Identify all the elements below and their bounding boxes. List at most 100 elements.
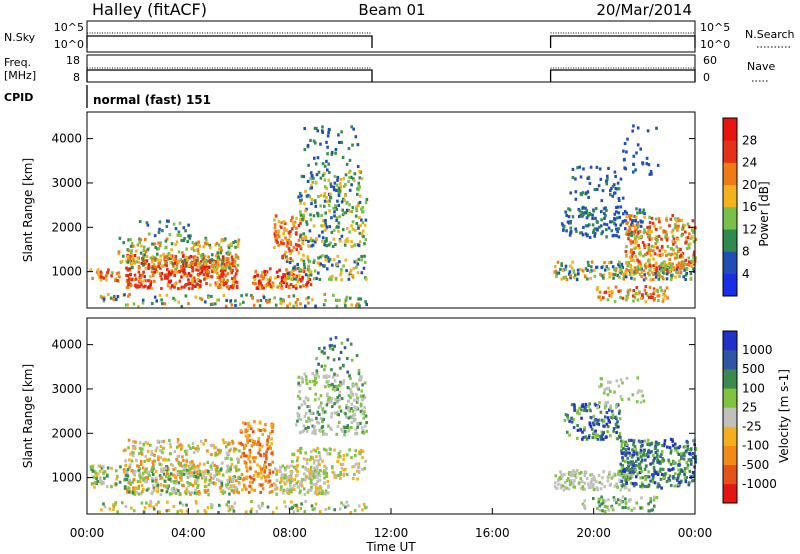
range-cell: [226, 479, 230, 483]
range-cell: [631, 460, 634, 464]
range-cell: [327, 277, 331, 281]
range-cell: [308, 277, 311, 281]
range-cell: [672, 467, 675, 471]
range-cell: [619, 462, 623, 466]
range-cell: [259, 468, 263, 472]
range-cell: [307, 416, 310, 420]
range-cell: [672, 475, 675, 479]
range-cell: [654, 451, 658, 455]
range-cell: [561, 484, 565, 488]
range-cell: [331, 470, 334, 474]
range-cell: [307, 425, 310, 429]
range-cell: [663, 472, 667, 476]
range-cell: [322, 303, 326, 307]
range-cell: [305, 194, 309, 198]
range-cell: [197, 240, 200, 244]
range-cell: [311, 469, 314, 473]
range-cell: [660, 245, 664, 249]
range-cell: [135, 490, 138, 494]
range-cell: [323, 243, 326, 247]
range-cell: [612, 496, 616, 500]
range-cell: [564, 413, 568, 417]
range-cell: [649, 248, 652, 252]
range-cell: [264, 423, 267, 427]
range-cell: [349, 395, 352, 399]
range-cell: [245, 475, 248, 479]
range-cell: [338, 398, 342, 402]
range-cell: [129, 463, 132, 467]
range-cell: [266, 277, 270, 281]
range-cell: [640, 275, 643, 279]
range-cell: [647, 296, 651, 300]
range-cell: [230, 504, 234, 508]
range-cell: [219, 246, 223, 250]
range-cell: [593, 268, 596, 272]
range-cell: [259, 453, 262, 457]
range-cell: [95, 474, 99, 478]
range-cell: [128, 257, 132, 261]
range-cell: [325, 403, 329, 407]
range-cell: [331, 274, 334, 278]
colorbar-label: 20: [742, 178, 757, 192]
range-cell: [609, 404, 613, 408]
range-cell: [656, 472, 660, 476]
range-cell: [332, 206, 335, 210]
range-cell: [136, 479, 140, 483]
range-cell: [667, 476, 671, 480]
range-cell: [300, 403, 304, 407]
range-cell: [232, 509, 236, 513]
range-cell: [328, 344, 332, 348]
range-cell: [246, 429, 249, 433]
range-cell: [281, 239, 284, 243]
range-cell: [276, 275, 280, 279]
range-cell: [336, 396, 339, 400]
range-cell: [565, 229, 568, 233]
range-cell: [303, 266, 306, 270]
range-cell: [277, 243, 280, 247]
range-cell: [639, 455, 643, 459]
range-cell: [347, 399, 350, 403]
range-cell: [587, 404, 590, 408]
range-cell: [129, 272, 132, 276]
range-cell: [339, 507, 342, 511]
range-cell: [665, 272, 669, 276]
range-cell: [168, 233, 172, 237]
range-cell: [616, 181, 620, 185]
range-cell: [343, 433, 346, 437]
range-cell: [622, 473, 626, 477]
range-cell: [105, 278, 108, 282]
range-cell: [231, 506, 235, 510]
range-cell: [680, 234, 683, 238]
range-cell: [185, 264, 188, 268]
range-cell: [596, 285, 599, 289]
range-cell: [652, 249, 655, 253]
range-cell: [303, 487, 306, 491]
range-cell: [279, 480, 282, 484]
range-cell: [296, 464, 299, 468]
range-cell: [566, 415, 569, 419]
range-cell: [197, 466, 200, 470]
range-cell: [665, 218, 668, 222]
range-cell: [582, 213, 585, 217]
range-cell: [595, 265, 598, 269]
range-cell: [233, 275, 237, 279]
range-cell: [692, 231, 695, 235]
range-cell: [339, 409, 343, 413]
range-cell: [682, 457, 686, 461]
range-cell: [307, 269, 311, 273]
range-cell: [154, 257, 158, 261]
range-cell: [600, 199, 604, 203]
range-cell: [210, 275, 214, 279]
range-cell: [606, 393, 610, 397]
range-cell: [205, 242, 209, 246]
range-cell: [257, 440, 260, 444]
range-cell: [235, 280, 239, 284]
range-cell: [607, 380, 610, 384]
range-cell: [615, 425, 618, 429]
range-cell: [271, 423, 275, 427]
range-cell: [632, 231, 636, 235]
range-cell: [315, 465, 319, 469]
range-cell: [355, 265, 358, 269]
range-cell: [301, 268, 304, 272]
range-cell: [322, 447, 326, 451]
